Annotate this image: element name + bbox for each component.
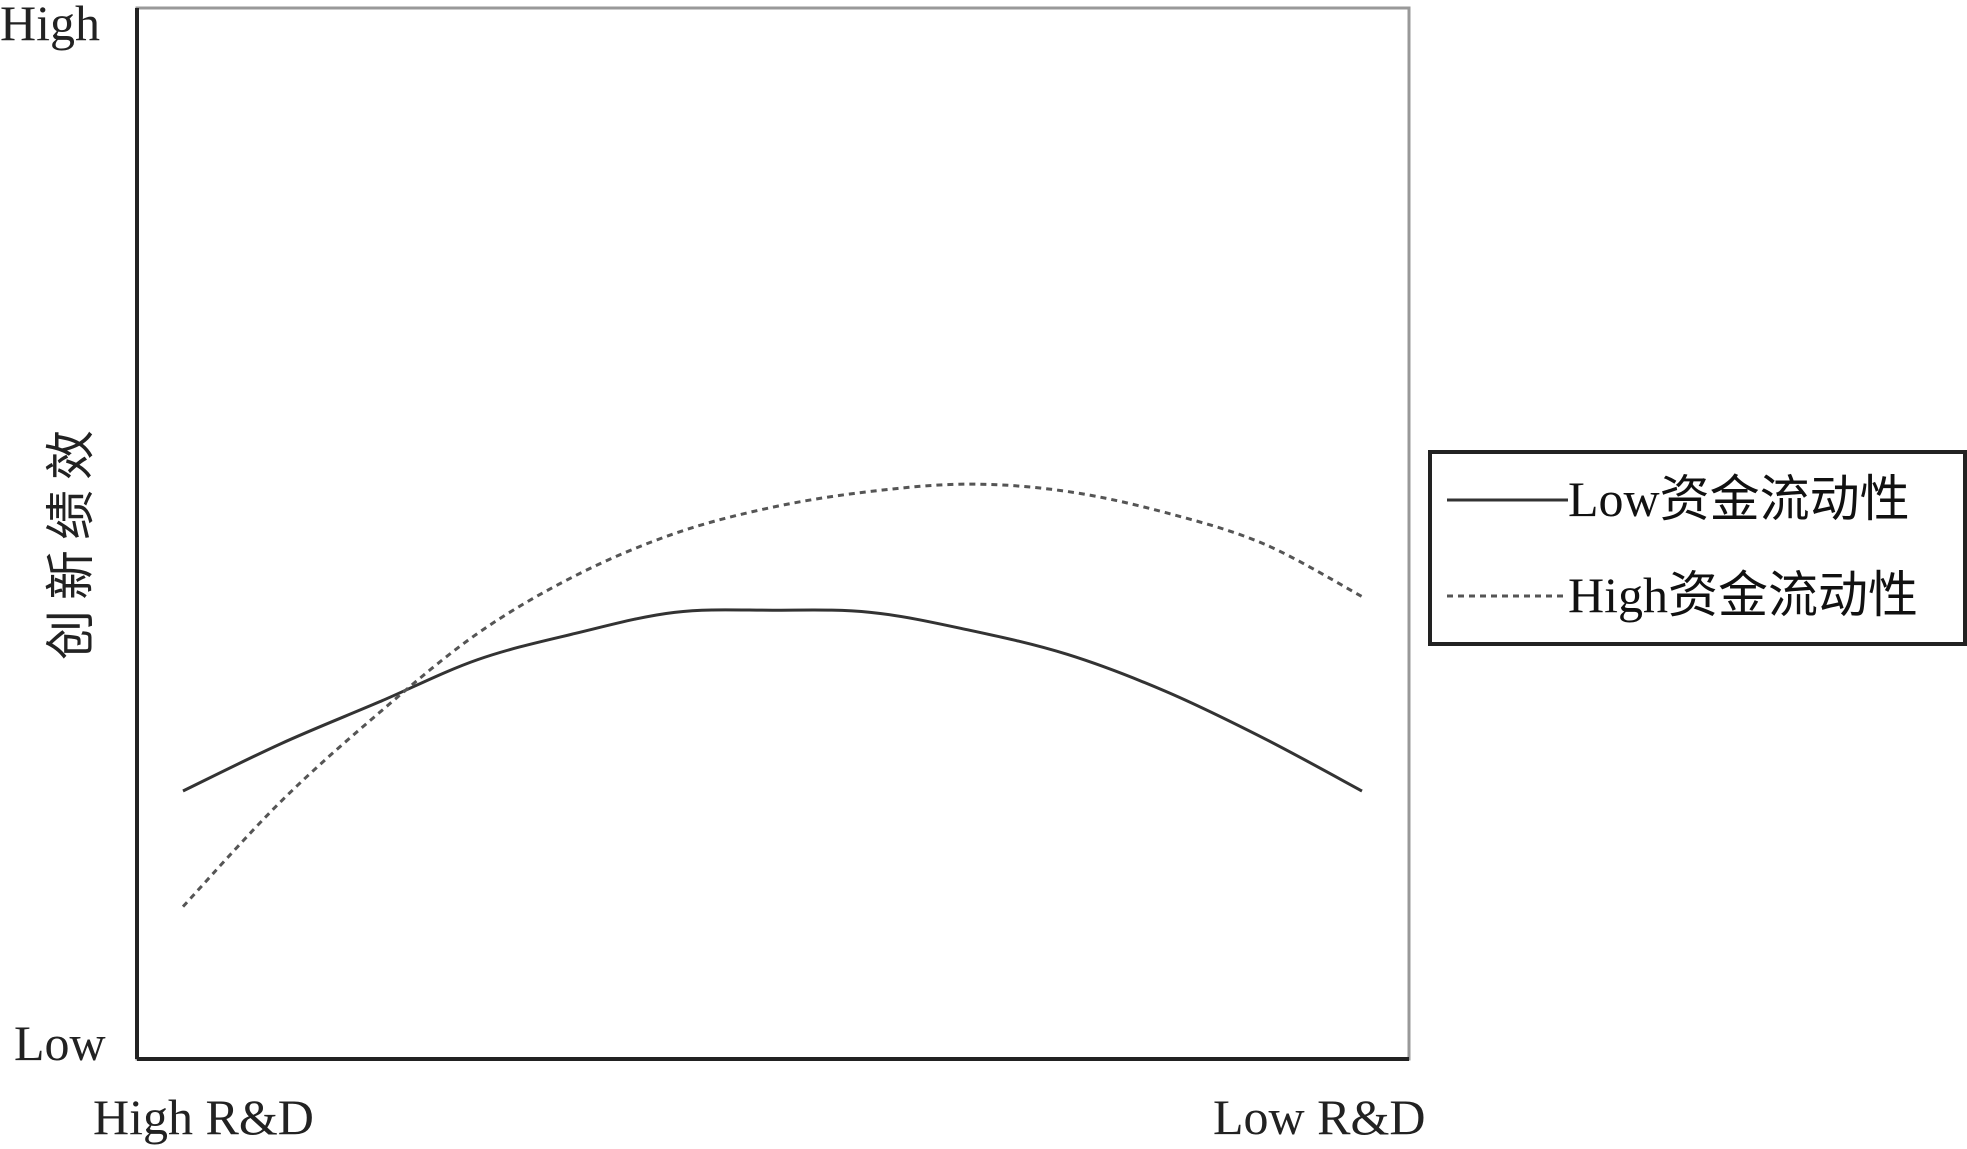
y-tick-label-low: Low: [14, 1015, 106, 1071]
y-axis-label: 创新绩效: [42, 420, 100, 660]
series-line-low-liquidity: [182, 608, 1363, 793]
plot-frame: [135, 6, 1411, 1061]
legend-label-high: High资金流动性: [1568, 567, 1918, 623]
legend: Low资金流动性 High资金流动性: [1428, 450, 1967, 646]
x-tick-label-right: Low R&D: [1213, 1089, 1426, 1145]
legend-label-low: Low资金流动性: [1568, 471, 1910, 527]
legend-box: [1428, 450, 1967, 646]
x-tick-label-left: High R&D: [93, 1089, 314, 1145]
series-line-high-liquidity: [181, 482, 1363, 908]
series-layer: [181, 482, 1363, 908]
y-tick-label-high: High: [0, 0, 100, 51]
